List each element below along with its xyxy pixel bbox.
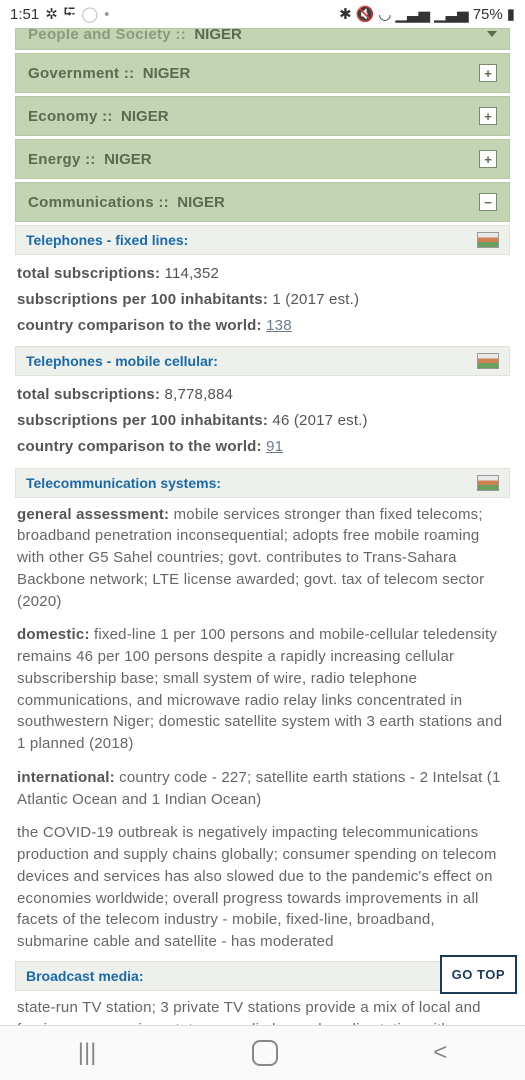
bluetooth-icon: ✱: [339, 5, 352, 23]
total-subs-label: total subscriptions:: [17, 386, 160, 403]
total-subs-label: total subscriptions:: [17, 265, 160, 282]
category-label: Government :: NIGER: [28, 65, 190, 82]
telecom-covid: the COVID-19 outbreak is negatively impa…: [15, 816, 510, 959]
mute-icon: 🔇: [356, 5, 375, 23]
content-area: People and Society :: NIGER Government :…: [0, 28, 525, 1080]
status-icon-4: •: [104, 6, 109, 23]
per100-value: 1 (2017 est.): [268, 291, 359, 308]
category-label: Communications :: NIGER: [28, 194, 225, 211]
expand-icon[interactable]: +: [479, 64, 497, 82]
subheading-label: Telephones - mobile cellular:: [26, 353, 218, 369]
status-icon-2: ⮓: [64, 2, 76, 27]
subheading-mobile-cellular: Telephones - mobile cellular:: [15, 346, 510, 376]
category-communications[interactable]: Communications :: NIGER −: [15, 182, 510, 222]
category-label: Energy :: NIGER: [28, 151, 152, 168]
subheading-label: Broadcast media:: [26, 968, 143, 984]
status-time: 1:51: [10, 6, 39, 23]
fixed-lines-block: total subscriptions: 114,352 subscriptio…: [15, 255, 510, 344]
android-nav-bar: ||| <: [0, 1025, 525, 1080]
telecom-international: international: country code - 227; satel…: [15, 761, 510, 817]
expand-icon[interactable]: +: [479, 150, 497, 168]
home-button[interactable]: [252, 1040, 278, 1066]
subheading-telecom-systems: Telecommunication systems:: [15, 468, 510, 498]
per100-label: subscriptions per 100 inhabitants:: [17, 412, 268, 429]
compare-label: country comparison to the world:: [17, 317, 266, 334]
mobile-block: total subscriptions: 8,778,884 subscript…: [15, 376, 510, 465]
signal-icon-1: ▁▃▅: [395, 5, 430, 23]
expand-icon[interactable]: +: [479, 107, 497, 125]
status-right: ✱ 🔇 ◡ ▁▃▅ ▁▃▅ 75% ▮: [339, 5, 515, 23]
subheading-broadcast-media: Broadcast media:: [15, 961, 510, 991]
status-bar: 1:51 ✲ ⮓ ◯ • ✱ 🔇 ◡ ▁▃▅ ▁▃▅ 75% ▮: [0, 0, 525, 28]
category-label: People and Society :: NIGER: [28, 28, 242, 43]
compare-label: country comparison to the world:: [17, 438, 266, 455]
caret-down-icon: [487, 31, 497, 37]
subheading-label: Telephones - fixed lines:: [26, 232, 188, 248]
category-government[interactable]: Government :: NIGER +: [15, 53, 510, 93]
status-icon-3: ◯: [81, 5, 98, 23]
total-subs-value: 114,352: [160, 265, 219, 282]
per100-value: 46 (2017 est.): [268, 412, 368, 429]
flag-icon[interactable]: [477, 232, 499, 248]
compare-link[interactable]: 138: [266, 317, 292, 334]
telecom-general: general assessment: mobile services stro…: [15, 498, 510, 619]
compare-link[interactable]: 91: [266, 438, 283, 455]
battery-text: 75%: [473, 6, 503, 23]
flag-icon[interactable]: [477, 475, 499, 491]
battery-icon: ▮: [507, 5, 515, 23]
flag-icon[interactable]: [477, 353, 499, 369]
total-subs-value: 8,778,884: [160, 386, 233, 403]
status-left: 1:51 ✲ ⮓ ◯ •: [10, 2, 109, 27]
category-economy[interactable]: Economy :: NIGER +: [15, 96, 510, 136]
telecom-domestic: domestic: fixed-line 1 per 100 persons a…: [15, 618, 510, 761]
category-energy[interactable]: Energy :: NIGER +: [15, 139, 510, 179]
collapse-icon[interactable]: −: [479, 193, 497, 211]
subheading-label: Telecommunication systems:: [26, 475, 221, 491]
signal-icon-2: ▁▃▅: [434, 5, 469, 23]
subheading-fixed-lines: Telephones - fixed lines:: [15, 225, 510, 255]
back-button[interactable]: <: [433, 1039, 447, 1067]
go-top-button[interactable]: GO TOP: [440, 955, 517, 994]
category-label: Economy :: NIGER: [28, 108, 169, 125]
wifi-icon: ◡: [378, 5, 391, 23]
per100-label: subscriptions per 100 inhabitants:: [17, 291, 268, 308]
recents-button[interactable]: |||: [78, 1039, 97, 1067]
status-icon-1: ✲: [45, 5, 58, 23]
category-people-society[interactable]: People and Society :: NIGER: [15, 28, 510, 50]
